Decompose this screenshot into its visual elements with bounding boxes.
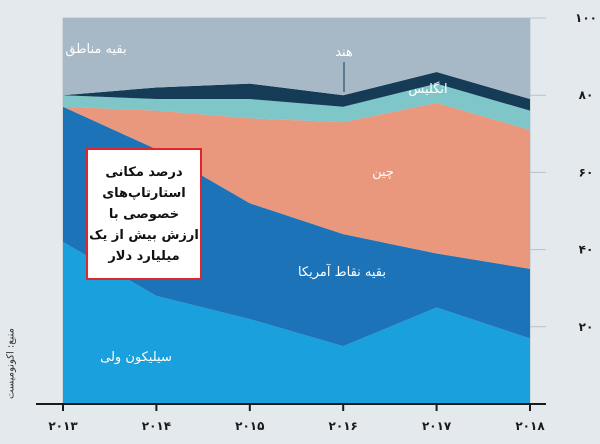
x-tick-labels: ۲۰۱۳ ۲۰۱۴ ۲۰۱۵ ۲۰۱۶ ۲۰۱۷ ۲۰۱۸ xyxy=(48,404,545,433)
source-text: منبع: اکونومیست xyxy=(5,327,17,400)
y-tick-label: ۲۰ xyxy=(579,320,594,334)
series-label-china: چین xyxy=(372,165,394,180)
area-series-2 xyxy=(63,102,530,269)
chart-title-box: درصد مکانی استارتاپ‌های خصوصی با ارزش بی… xyxy=(86,148,202,280)
x-tick-label: ۲۰۱۸ xyxy=(515,419,545,433)
series-label-rest-of-us: بقیه نقاط آمریکا xyxy=(298,263,386,280)
series-labels: بقیه مناطق هند انگلیس چین بقیه نقاط آمری… xyxy=(65,42,447,365)
series-label-uk: انگلیس xyxy=(408,81,447,97)
x-tick-label: ۲۰۱۵ xyxy=(235,419,264,433)
area-series-4 xyxy=(63,72,530,111)
y-tick-label: ۶۰ xyxy=(579,165,594,179)
y-tick-label: ۸۰ xyxy=(579,88,594,102)
y-tick-label: ۴۰ xyxy=(579,243,594,257)
stacked-areas xyxy=(63,18,530,404)
x-tick-label: ۲۰۱۷ xyxy=(422,419,452,433)
source-note: منبع: اکونومیست xyxy=(2,310,17,420)
x-tick-label: ۲۰۱۶ xyxy=(329,419,358,433)
y-tick-label: ۱۰۰ xyxy=(575,11,597,25)
area-series-5 xyxy=(63,18,530,100)
x-tick-label: ۲۰۱۳ xyxy=(48,419,78,433)
series-label-silicon-valley: سیلیکون ولی xyxy=(100,350,172,365)
series-label-rest-of-world: بقیه مناطق xyxy=(65,42,126,57)
area-series-3 xyxy=(63,83,530,130)
series-label-india: هند xyxy=(335,45,353,60)
area-series-0 xyxy=(63,241,530,404)
y-tick-labels: ۲۰ ۴۰ ۶۰ ۸۰ ۱۰۰ xyxy=(575,11,597,334)
x-tick-label: ۲۰۱۴ xyxy=(142,419,171,433)
chart-title: درصد مکانی استارتاپ‌های خصوصی با ارزش بی… xyxy=(89,164,199,264)
